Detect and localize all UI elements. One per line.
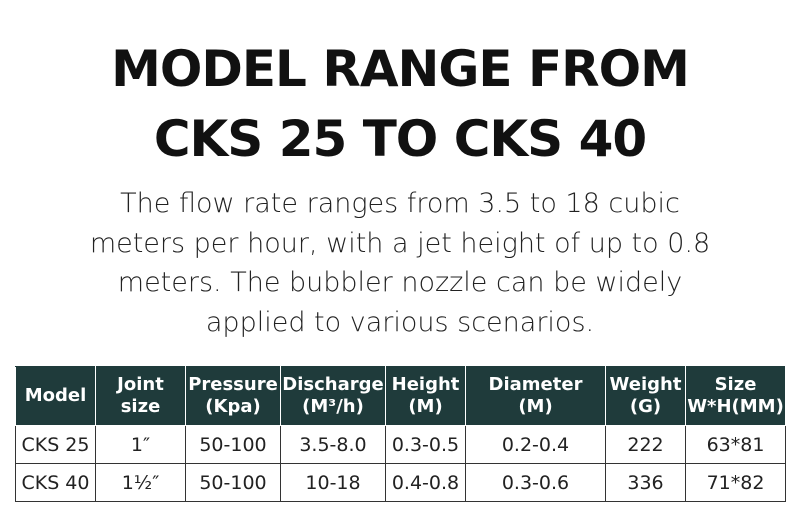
header-line: Model (24, 385, 87, 406)
column-header: Pressure (Kpa) (185, 366, 281, 426)
table-cell: 0.4-0.8 (385, 463, 466, 502)
table-cell: 222 (605, 425, 686, 464)
spec-table: Model Joint size Pressure (Kpa) Discharge (M³/… (15, 366, 786, 502)
header-line: Diameter (488, 374, 583, 395)
header-line: Size (714, 374, 757, 395)
header-line: W*H(MM) (687, 396, 784, 417)
table-row: CKS 25 1″ 50-100 3.5-8.0 0.3-0.5 0.2-0.4 222 63… (15, 425, 786, 464)
table-cell: 0.2-0.4 (465, 425, 606, 464)
title-line: CKS 25 TO CKS 40 (153, 110, 647, 168)
table-row: CKS 40 1½″ 50-100 10-18 0.4-0.8 0.3-0.6 336 71*… (15, 463, 786, 502)
table-cell: 0.3-0.6 (465, 463, 606, 502)
header-line: (G) (629, 396, 662, 417)
title-line: MODEL RANGE FROM (111, 40, 690, 98)
title: MODEL RANGE FROM CKS 25 TO CKS 40 (0, 34, 800, 174)
header-row: Model Joint size Pressure (Kpa) Discharge (M³/… (15, 366, 786, 426)
column-header: Diameter (M) (465, 366, 606, 426)
header-line: Pressure (188, 374, 278, 395)
table-cell: 63*81 (685, 425, 786, 464)
header-line: Joint (117, 374, 164, 395)
header-line: (M) (408, 396, 443, 417)
table-cell: 1″ (95, 425, 186, 464)
table-body: CKS 25 1″ 50-100 3.5-8.0 0.3-0.5 0.2-0.4 222 63… (15, 425, 786, 502)
description-line: meters per hour, with a jet height of up… (89, 227, 711, 259)
column-header: Joint size (95, 366, 186, 426)
column-header: Size W*H(MM) (685, 366, 786, 426)
description-line: meters. The bubbler nozzle can be widely (117, 267, 683, 298)
header-line: (Kpa) (205, 396, 261, 417)
description-line: The flow rate ranges from 3.5 to 18 cubi… (120, 188, 680, 219)
table-cell: 71*82 (685, 463, 786, 502)
column-header: Discharge (M³/h) (280, 366, 386, 426)
header-line: Weight (609, 374, 682, 395)
column-header: Height (M) (385, 366, 466, 426)
description-line: applied to various scenarios. (205, 306, 595, 338)
table-cell: 50-100 (185, 463, 281, 502)
column-header: Model (15, 366, 96, 426)
header-line: (M³/h) (302, 396, 364, 417)
table-cell: 0.3-0.5 (385, 425, 466, 464)
description: The flow rate ranges from 3.5 to 18 cubi… (0, 184, 800, 342)
table-cell: 336 (605, 463, 686, 502)
header-line: size (120, 396, 161, 417)
table-cell: 50-100 (185, 425, 281, 464)
table-cell: 1½″ (95, 463, 186, 502)
header-line: Height (391, 374, 460, 395)
table-cell: CKS 40 (15, 463, 96, 502)
table-cell: CKS 25 (15, 425, 96, 464)
header-line: (M) (518, 396, 553, 417)
table-cell: 3.5-8.0 (280, 425, 386, 464)
table-cell: 10-18 (280, 463, 386, 502)
header-line: Discharge (282, 374, 384, 395)
column-header: Weight (G) (605, 366, 686, 426)
